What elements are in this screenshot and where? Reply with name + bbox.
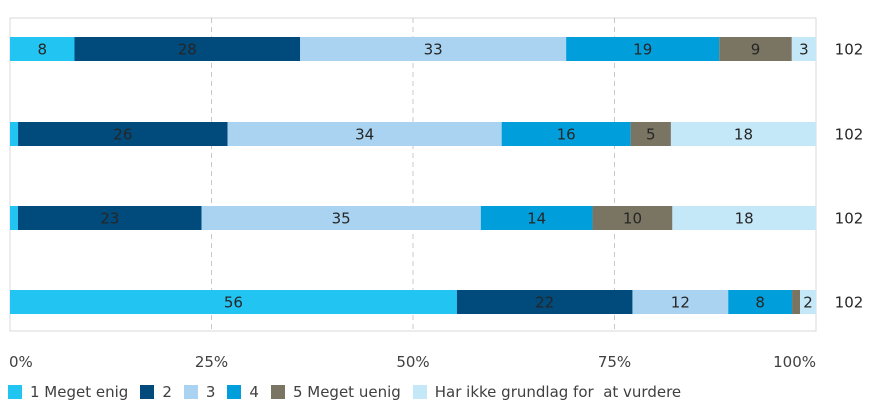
chart-legend: 1 Meget enig 2 3 4 5 Meget uenig Har ikke gru… xyxy=(8,383,693,401)
legend-swatch xyxy=(227,385,242,399)
bar-segment xyxy=(201,206,481,230)
legend-label: Har ikke grundlag for at vurdere xyxy=(434,383,682,401)
legend-swatch xyxy=(183,385,198,399)
bar-segment xyxy=(74,37,301,61)
row-count-label: 102 xyxy=(835,210,864,228)
bar-segment xyxy=(10,37,75,61)
data-label: 35 xyxy=(332,210,351,228)
legend-item: 5 Meget uenig xyxy=(270,383,401,401)
data-label: 33 xyxy=(424,41,443,59)
data-label: 34 xyxy=(355,126,374,144)
data-label: 28 xyxy=(178,41,197,59)
bar-segment xyxy=(10,122,19,146)
legend-item: 4 xyxy=(227,383,259,401)
bar-segment xyxy=(480,206,593,230)
bar-segment xyxy=(456,290,633,314)
data-label: 26 xyxy=(113,126,132,144)
data-label: 12 xyxy=(671,294,690,312)
x-tick-label: 25% xyxy=(195,353,228,371)
bar-segment xyxy=(10,290,457,314)
legend-label: 4 xyxy=(249,383,259,401)
bar-segment xyxy=(501,122,631,146)
data-label: 18 xyxy=(735,210,754,228)
data-label: 14 xyxy=(527,210,546,228)
bar-segment xyxy=(672,206,816,230)
x-tick-label: 50% xyxy=(396,353,429,371)
data-label: 3 xyxy=(799,41,809,59)
row-count-label: 102 xyxy=(835,41,864,59)
bar-segment xyxy=(18,122,228,146)
x-tick-label: 100% xyxy=(773,353,816,371)
data-label: 18 xyxy=(734,126,753,144)
data-label: 8 xyxy=(37,41,47,59)
legend-item: 3 xyxy=(183,383,216,401)
bar-segment xyxy=(670,122,816,146)
bar-segment xyxy=(17,206,202,230)
data-label: 2 xyxy=(803,294,813,312)
data-label: 22 xyxy=(535,294,554,312)
bar-segment xyxy=(719,37,792,61)
bar-segment xyxy=(566,37,720,61)
bar-segment xyxy=(632,290,729,314)
x-tick-label: 0% xyxy=(9,353,33,371)
legend-label: 2 xyxy=(162,383,172,401)
data-label: 9 xyxy=(751,41,761,59)
bar-segment xyxy=(300,37,567,61)
bar-segment xyxy=(728,290,793,314)
legend-swatch xyxy=(140,385,155,399)
legend-swatch xyxy=(8,385,22,399)
data-label: 10 xyxy=(623,210,642,228)
data-label: 16 xyxy=(557,126,576,144)
legend-item: Har ikke grundlag for at vurdere xyxy=(412,383,682,401)
bar-segment xyxy=(791,37,816,61)
data-label: 19 xyxy=(633,41,652,59)
row-count-label: 102 xyxy=(835,126,864,144)
data-label: 56 xyxy=(224,294,243,312)
bar-segment xyxy=(792,290,801,314)
bar-segment xyxy=(10,206,18,230)
legend-label: 5 Meget uenig xyxy=(292,383,401,401)
x-tick-label: 75% xyxy=(598,353,631,371)
bar-segment xyxy=(630,122,671,146)
legend-item: 1 Meget enig xyxy=(8,383,128,401)
legend-swatch xyxy=(270,385,285,399)
legend-swatch xyxy=(412,385,427,399)
data-label: 23 xyxy=(100,210,119,228)
bar-segment xyxy=(227,122,502,146)
data-label: 5 xyxy=(646,126,656,144)
legend-item: 2 xyxy=(140,383,172,401)
legend-label: 1 Meget enig xyxy=(30,383,129,401)
legend-label: 3 xyxy=(205,383,216,401)
data-label: 8 xyxy=(755,294,765,312)
bar-segment xyxy=(800,290,816,314)
bar-segment xyxy=(592,206,673,230)
row-count-label: 102 xyxy=(835,294,864,312)
